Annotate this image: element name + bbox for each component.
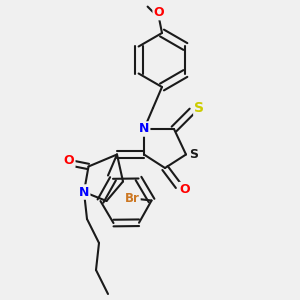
Text: S: S [189, 148, 198, 161]
Text: Br: Br [124, 193, 140, 206]
Text: O: O [64, 154, 74, 167]
Text: S: S [194, 101, 205, 115]
Text: N: N [79, 185, 89, 199]
Text: O: O [179, 183, 190, 196]
Text: O: O [154, 6, 164, 19]
Text: N: N [139, 122, 149, 136]
